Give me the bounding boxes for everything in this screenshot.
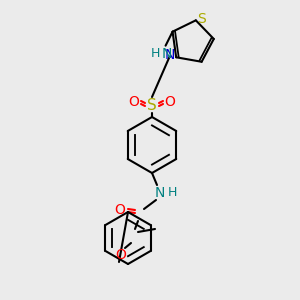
Text: O: O [116, 248, 126, 262]
Text: O: O [129, 95, 140, 109]
Text: N: N [165, 48, 175, 62]
Text: O: O [115, 203, 125, 217]
Text: H: H [151, 47, 160, 60]
Text: N: N [155, 186, 165, 200]
Text: S: S [197, 12, 206, 26]
Text: H: H [167, 187, 177, 200]
Text: S: S [147, 98, 157, 112]
Text: O: O [165, 95, 176, 109]
Text: N: N [161, 47, 172, 61]
